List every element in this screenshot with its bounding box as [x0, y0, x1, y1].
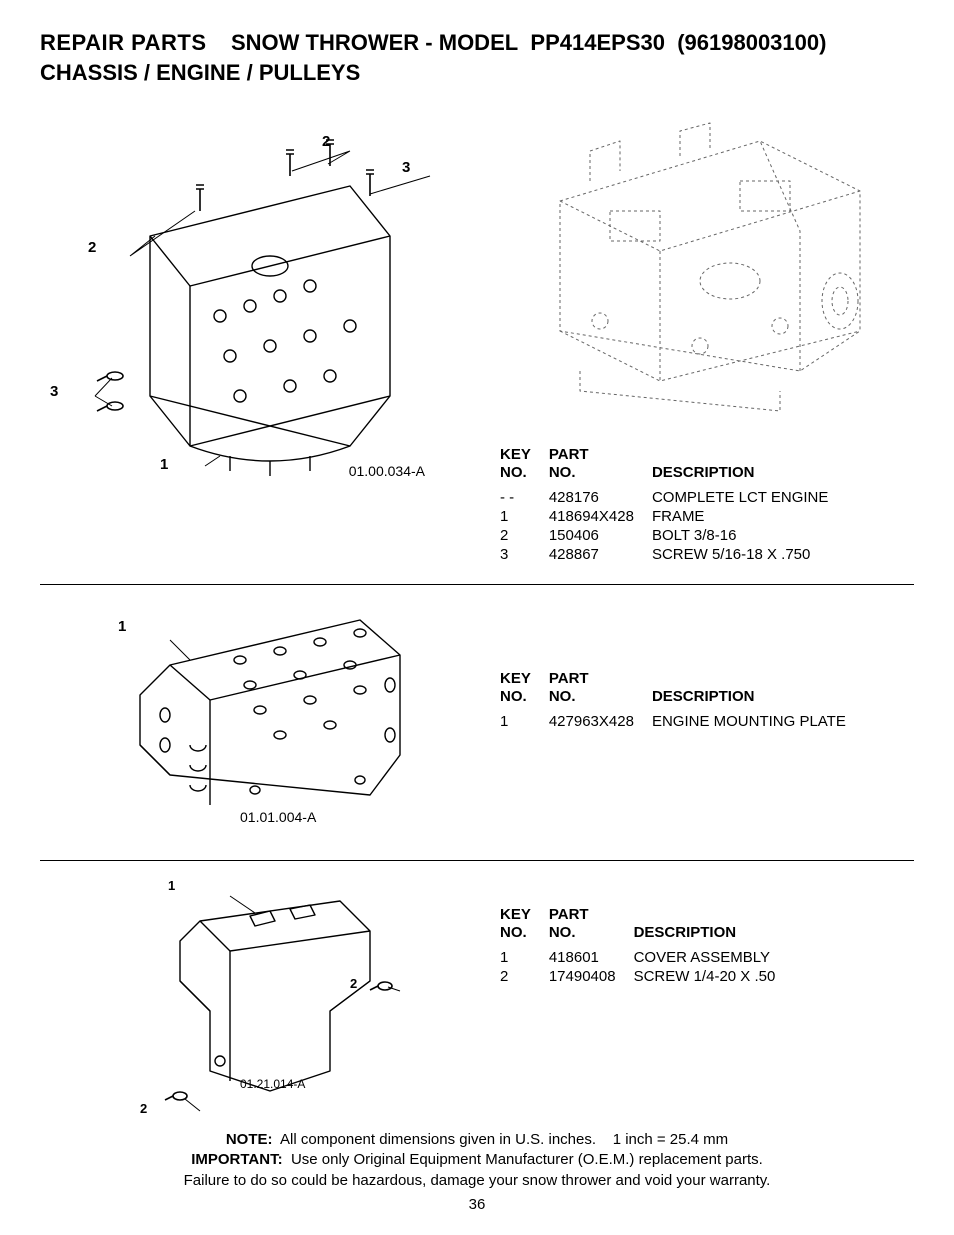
callout-2b: 2: [322, 133, 330, 150]
th-key: KEYNO.: [500, 446, 549, 488]
callout-1-cover: 1: [168, 878, 175, 893]
parts-table-3: KEYNO. PARTNO. DESCRIPTION 1418601COVER …: [500, 906, 793, 986]
callout-2b-cover: 2: [140, 1101, 147, 1116]
th-key: KEYNO.: [500, 906, 549, 948]
important-line-2: Failure to do so could be hazardous, dam…: [0, 1171, 954, 1191]
section-cover: 1 2 2 01.21.014-A KEYNO. PARTNO. DESCRIP…: [40, 861, 914, 1146]
table-row: 1427963X428ENGINE MOUNTING PLATE: [500, 712, 864, 731]
engine-diagram: [500, 111, 914, 436]
imp-text: Use only Original Equipment Manufacturer…: [291, 1151, 763, 1168]
th-desc: DESCRIPTION: [634, 906, 794, 948]
th-key: KEYNO.: [500, 670, 549, 712]
frame-diagram-svg: [70, 116, 450, 486]
engine-svg: [500, 111, 900, 431]
important-line: IMPORTANT: Use only Original Equipment M…: [0, 1150, 954, 1170]
note-label: NOTE:: [226, 1131, 273, 1148]
th-part: PARTNO.: [549, 906, 634, 948]
table-row: 2150406BOLT 3/8-16: [500, 526, 846, 545]
callout-2a: 2: [88, 239, 96, 256]
table-row: 1418601COVER ASSEMBLY: [500, 948, 793, 967]
callout-1-plate: 1: [118, 618, 126, 635]
page-number: 36: [0, 1195, 954, 1215]
tbody-3: 1418601COVER ASSEMBLY 217490408SCREW 1/4…: [500, 948, 793, 986]
parts-table-2: KEYNO. PARTNO. DESCRIPTION 1427963X428EN…: [500, 670, 864, 731]
product-line: SNOW THROWER - MODEL: [231, 30, 518, 55]
diagram-id-3: 01.21.014-A: [240, 1077, 305, 1091]
title-line-1: REPAIR PARTS SNOW THROWER - MODEL PP414E…: [40, 30, 914, 56]
th-part: PARTNO.: [549, 446, 652, 488]
page-header: REPAIR PARTS SNOW THROWER - MODEL PP414E…: [40, 30, 914, 86]
table-row: 1418694X428FRAME: [500, 507, 846, 526]
table-area-1: KEYNO. PARTNO. DESCRIPTION - -428176COMP…: [480, 111, 914, 564]
note-line: NOTE: All component dimensions given in …: [0, 1130, 954, 1150]
note-text: All component dimensions given in U.S. i…: [280, 1131, 596, 1148]
callout-2a-cover: 2: [350, 976, 357, 991]
section-chassis: 2 2 3 3 1 01.00.034-A: [40, 96, 914, 585]
diagram-cover: 1 2 2 01.21.014-A: [40, 876, 480, 1126]
parts-table-1: KEYNO. PARTNO. DESCRIPTION - -428176COMP…: [500, 446, 846, 564]
th-part: PARTNO.: [549, 670, 652, 712]
table-row: - -428176COMPLETE LCT ENGINE: [500, 488, 846, 507]
callout-1: 1: [160, 456, 168, 473]
note-conv: 1 inch = 25.4 mm: [613, 1131, 728, 1148]
diagram-id-2: 01.01.004-A: [240, 809, 316, 825]
callout-3b: 3: [50, 383, 58, 400]
subtitle: CHASSIS / ENGINE / PULLEYS: [40, 60, 914, 86]
page-footer: NOTE: All component dimensions given in …: [0, 1130, 954, 1215]
diagram-plate: 1 01.01.004-A: [40, 600, 480, 840]
th-desc: DESCRIPTION: [652, 446, 846, 488]
table-area-2: KEYNO. PARTNO. DESCRIPTION 1427963X428EN…: [480, 600, 914, 731]
table-row: 3428867SCREW 5/16-18 X .750: [500, 545, 846, 564]
diagram-chassis: 2 2 3 3 1 01.00.034-A: [40, 111, 480, 491]
table-row: 217490408SCREW 1/4-20 X .50: [500, 967, 793, 986]
table-area-3: KEYNO. PARTNO. DESCRIPTION 1418601COVER …: [480, 876, 914, 986]
imp-label: IMPORTANT:: [191, 1151, 282, 1168]
section-plate: 1 01.01.004-A KEYNO. PARTNO. DESCRIPTION…: [40, 585, 914, 861]
tbody-2: 1427963X428ENGINE MOUNTING PLATE: [500, 712, 864, 731]
callout-3a: 3: [402, 159, 410, 176]
model-suffix: (96198003100): [677, 30, 826, 55]
repair-parts-label: REPAIR PARTS: [40, 30, 207, 55]
th-desc: DESCRIPTION: [652, 670, 864, 712]
tbody-1: - -428176COMPLETE LCT ENGINE 1418694X428…: [500, 488, 846, 564]
model-code: PP414EPS30: [530, 30, 665, 55]
plate-svg: [100, 605, 420, 835]
diagram-id-1: 01.00.034-A: [349, 463, 425, 479]
